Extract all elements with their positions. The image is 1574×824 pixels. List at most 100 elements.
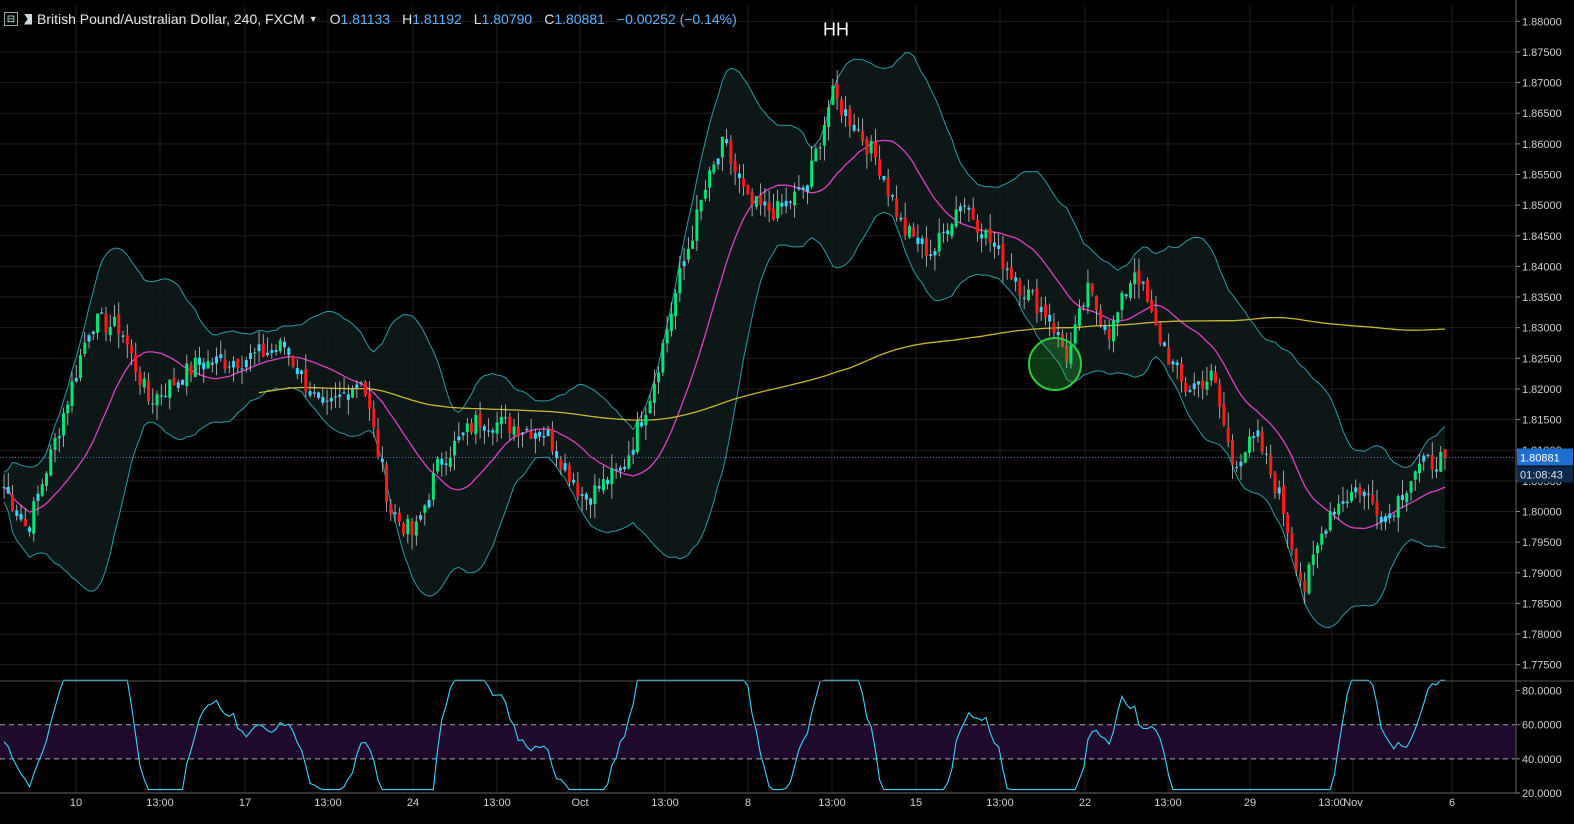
candle-body <box>104 313 108 333</box>
price-tick-label: 1.86000 <box>1522 139 1562 151</box>
candle-body <box>895 198 899 218</box>
candle-body <box>1311 554 1315 565</box>
price-tick-label: 1.88000 <box>1522 16 1562 28</box>
candle-body <box>1226 427 1230 443</box>
time-tick-label: 15 <box>910 797 922 809</box>
candle-body <box>219 354 223 359</box>
candle-body <box>465 423 469 433</box>
candle-body <box>1315 545 1319 554</box>
candle-body <box>202 362 206 370</box>
candle-body <box>661 343 665 373</box>
candle-body <box>657 372 661 382</box>
candle-body <box>1001 243 1005 269</box>
candle-body <box>963 205 967 207</box>
candle-body <box>1026 289 1030 301</box>
candle-body <box>134 354 138 373</box>
candle-body <box>504 417 508 419</box>
candle-body <box>797 187 801 190</box>
candle-body <box>1196 381 1200 385</box>
price-tick-label: 1.83500 <box>1522 292 1562 304</box>
candle-body <box>1086 282 1090 308</box>
candle-body <box>1111 320 1115 342</box>
candle-body <box>542 435 546 438</box>
candle-body <box>40 484 44 496</box>
candle-body <box>1256 430 1260 437</box>
candle-body <box>414 521 418 536</box>
rsi-oscillator <box>3 679 1445 791</box>
time-tick-label: 8 <box>745 797 751 809</box>
candle-body <box>261 343 265 357</box>
candle-body <box>746 184 750 195</box>
candle-body <box>74 378 78 382</box>
candle-body <box>1273 472 1277 494</box>
time-tick-label: 24 <box>407 797 419 809</box>
symbol-flag-icon <box>24 13 32 25</box>
candle-body <box>1264 453 1268 455</box>
candle-body <box>1103 326 1107 330</box>
candle-body <box>236 358 240 369</box>
candle-body <box>1056 331 1060 336</box>
candle-body <box>771 208 775 220</box>
price-tick-label: 1.79500 <box>1522 537 1562 549</box>
candle-body <box>249 352 253 360</box>
candle-body <box>720 136 724 158</box>
candle-body <box>635 420 639 453</box>
candle-body <box>950 224 954 237</box>
candle-body <box>423 505 427 513</box>
chevron-down-icon[interactable]: ▼ <box>308 14 318 24</box>
candle-body <box>406 518 410 535</box>
last-price-tag <box>1517 448 1573 466</box>
countdown-tag <box>1517 466 1573 483</box>
candle-body <box>100 312 104 314</box>
candle-body <box>1239 461 1243 467</box>
candle-body <box>793 191 797 206</box>
candle-body <box>576 482 580 497</box>
candle-body <box>1366 493 1370 495</box>
candle-body <box>737 173 741 179</box>
candle-body <box>1009 267 1013 279</box>
candle-body <box>886 178 890 196</box>
candle-body <box>1281 485 1285 514</box>
candle-body <box>440 458 444 465</box>
candle-body <box>495 422 499 434</box>
candle-body <box>45 473 49 486</box>
candle-body <box>869 141 873 154</box>
candle-body <box>640 422 644 427</box>
candle-body <box>448 457 452 468</box>
collapse-toggle-icon[interactable]: ⊟ <box>4 12 18 26</box>
upper-band-line <box>3 52 1446 473</box>
time-tick-label: 13:00 <box>1318 797 1346 809</box>
candle-body <box>32 501 36 534</box>
candle-body <box>788 201 792 203</box>
candle-body <box>1005 268 1009 271</box>
price-tick-label: 1.79000 <box>1522 568 1562 580</box>
candle-body <box>278 340 282 352</box>
candle-body <box>189 365 193 375</box>
time-tick-label: 6 <box>1449 797 1455 809</box>
candle-body <box>1294 549 1298 571</box>
candle-body <box>971 207 975 220</box>
candle-body <box>1099 309 1103 325</box>
candle-body <box>155 394 159 406</box>
symbol-title[interactable]: British Pound/Australian Dollar, 240, FX… <box>37 11 305 27</box>
candle-body <box>1375 501 1379 516</box>
candle-body <box>1218 385 1222 407</box>
candle-body <box>1303 581 1307 592</box>
candle-body <box>329 397 333 402</box>
ma-fast-line <box>3 139 1446 530</box>
price-tick-label: 1.84500 <box>1522 231 1562 243</box>
candle-body <box>512 426 516 435</box>
candle-body <box>1031 290 1035 292</box>
time-tick-label: 13:00 <box>314 797 342 809</box>
candle-body <box>954 209 958 227</box>
candle-body <box>257 344 261 352</box>
candle-body <box>818 147 822 149</box>
candle-body <box>312 392 316 394</box>
candle-body <box>1022 297 1026 299</box>
candle-body <box>198 357 202 365</box>
close-value: 1.80881 <box>554 11 605 27</box>
candle-body <box>1400 494 1404 500</box>
candle-body <box>393 512 397 515</box>
rsi-tick-label: 40.0000 <box>1522 754 1562 766</box>
